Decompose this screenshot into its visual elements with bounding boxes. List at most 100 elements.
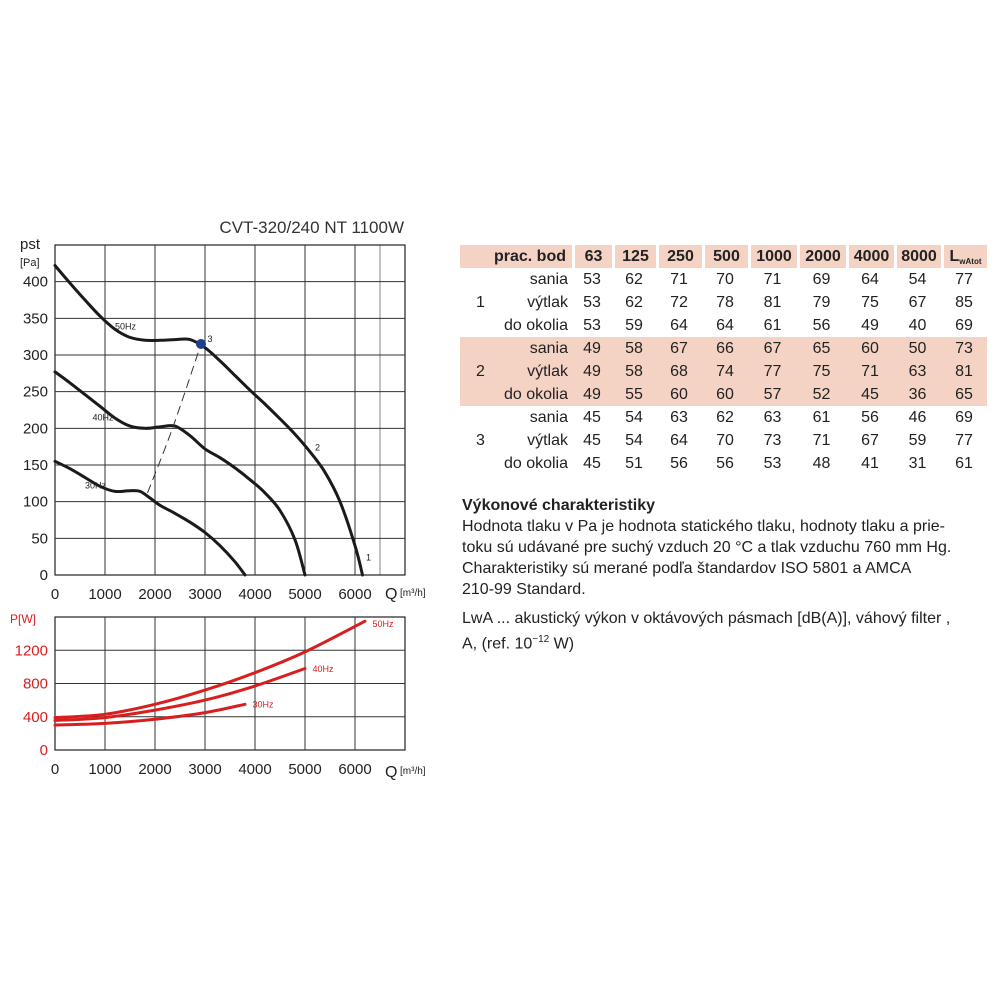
table-cell: 85 [955, 293, 973, 311]
measurement-location: sania [529, 339, 568, 357]
header-125hz: 125 [612, 245, 656, 268]
table-cell: 36 [894, 383, 941, 406]
measurement-location: do okolia [503, 316, 568, 334]
notes-heading: Výkonové charakteristiky [462, 497, 655, 514]
header-250hz: 250 [656, 245, 702, 268]
operating-point-marker [196, 339, 206, 349]
pressure-y-tick-label: 50 [31, 530, 48, 547]
table-cell: 64 [716, 316, 734, 334]
row-label: do okolia [460, 452, 572, 475]
power-y-tick-label: 1200 [15, 642, 48, 659]
power-x-tick-label: 4000 [238, 761, 271, 778]
acoustic-table: prac. bod 63 125 250 500 1000 2000 4000 … [460, 245, 987, 475]
header-operating-point: prac. bod [460, 245, 572, 268]
table-cell: 45 [583, 431, 601, 449]
table-cell: 63 [894, 360, 941, 383]
power-y-label: P [10, 612, 18, 626]
pressure-x-unit: [m³/h] [400, 588, 426, 599]
table-cell: 63 [670, 408, 688, 426]
table-cell: 49 [572, 383, 612, 406]
power-x-ticks: 0 1000 2000 3000 4000 5000 6000 [51, 761, 372, 778]
power-label-40hz: 40Hz [313, 664, 335, 674]
table-cell: 45 [583, 454, 601, 472]
pressure-grid [54, 244, 406, 576]
table-row: do okolia 53 59 64 64 61 56 49 40 69 [460, 314, 987, 337]
pressure-y-tick-label: 150 [23, 457, 48, 474]
header-500hz: 500 [702, 245, 748, 268]
table-cell: 57 [748, 383, 797, 406]
power-x-tick-label: 6000 [338, 761, 371, 778]
pressure-x-label: Q [385, 586, 397, 603]
table-cell: 60 [656, 383, 702, 406]
table-cell: 31 [908, 454, 927, 472]
table-cell: 71 [812, 431, 831, 449]
table-cell: 49 [572, 337, 612, 360]
table-row: sania 53 62 71 70 71 69 64 54 77 [460, 268, 987, 291]
table-cell: 60 [846, 337, 894, 360]
table-cell: 69 [955, 408, 973, 426]
table-cell: 64 [670, 431, 688, 449]
table-cell: 63 [763, 408, 782, 426]
table-cell: 41 [861, 454, 879, 472]
table-cell: 77 [955, 270, 973, 288]
pressure-y-label: pst [20, 236, 41, 253]
table-cell: 54 [625, 431, 643, 449]
pressure-x-ticks: 0 1000 2000 3000 4000 5000 6000 [51, 586, 372, 603]
pressure-y-tick-label: 300 [23, 347, 48, 364]
measurement-location: do okolia [503, 454, 568, 472]
pressure-x-tick-label: 5000 [288, 586, 321, 603]
pressure-y-tick-label: 250 [23, 384, 48, 401]
measurement-location: výtlak [527, 362, 568, 380]
power-y-tick-label: 800 [23, 676, 48, 693]
measurement-location: sania [529, 408, 568, 426]
pressure-x-tick-label: 1000 [88, 586, 121, 603]
measurement-location: výtlak [527, 293, 568, 311]
table-cell: 55 [612, 383, 656, 406]
table-cell: 67 [656, 337, 702, 360]
power-series-line [53, 667, 307, 722]
notes-line-3: Charakteristiky sú merané podľa štandard… [462, 560, 912, 577]
pressure-x-tick-label: 2000 [138, 586, 171, 603]
table-cell: 45 [583, 408, 601, 426]
operating-point-number: 2 [476, 362, 485, 380]
lwa-ref-exponent: −12 [532, 634, 550, 645]
table-cell: 75 [861, 293, 879, 311]
curve-label-2: 2 [315, 442, 320, 452]
table-cell: 46 [908, 408, 927, 426]
notes-line-1: Hodnota tlaku v Pa je hodnota statického… [462, 518, 945, 535]
table-cell: 74 [702, 360, 748, 383]
table-cell: 67 [748, 337, 797, 360]
table-cell: 65 [941, 383, 987, 406]
power-label-30hz: 30Hz [253, 700, 275, 710]
pressure-y-ticks: 0 50 100 150 200 250 300 350 400 [23, 274, 48, 584]
table-cell: 53 [583, 316, 601, 334]
header-lwatot: LwAtot [941, 245, 987, 268]
pressure-x-tick-label: 0 [51, 586, 59, 603]
table-cell: 77 [955, 431, 973, 449]
table-cell: 52 [797, 383, 846, 406]
table-cell: 62 [625, 293, 643, 311]
row-label: 2 výtlak [460, 360, 572, 383]
pressure-plot-frame [54, 244, 406, 576]
table-row: 3 výtlak 45 54 64 70 73 71 67 59 77 [460, 429, 987, 452]
pressure-series-line [53, 264, 364, 577]
table-cell: 77 [748, 360, 797, 383]
table-cell: 70 [716, 431, 734, 449]
power-x-tick-label: 0 [51, 761, 59, 778]
table-cell: 73 [941, 337, 987, 360]
freq-label-30hz: 30Hz [85, 480, 107, 490]
power-label-50hz: 50Hz [373, 619, 395, 629]
table-cell: 61 [955, 454, 973, 472]
header-4000hz: 4000 [846, 245, 894, 268]
table-cell: 53 [763, 454, 782, 472]
operating-point-number: 3 [476, 431, 485, 449]
power-y-tick-label: 400 [23, 709, 48, 726]
table-cell: 49 [572, 360, 612, 383]
power-x-tick-label: 5000 [288, 761, 321, 778]
table-cell: 81 [941, 360, 987, 383]
pressure-y-tick-label: 400 [23, 274, 48, 291]
table-cell: 53 [583, 270, 601, 288]
power-grid [54, 616, 406, 751]
table-cell: 65 [797, 337, 846, 360]
